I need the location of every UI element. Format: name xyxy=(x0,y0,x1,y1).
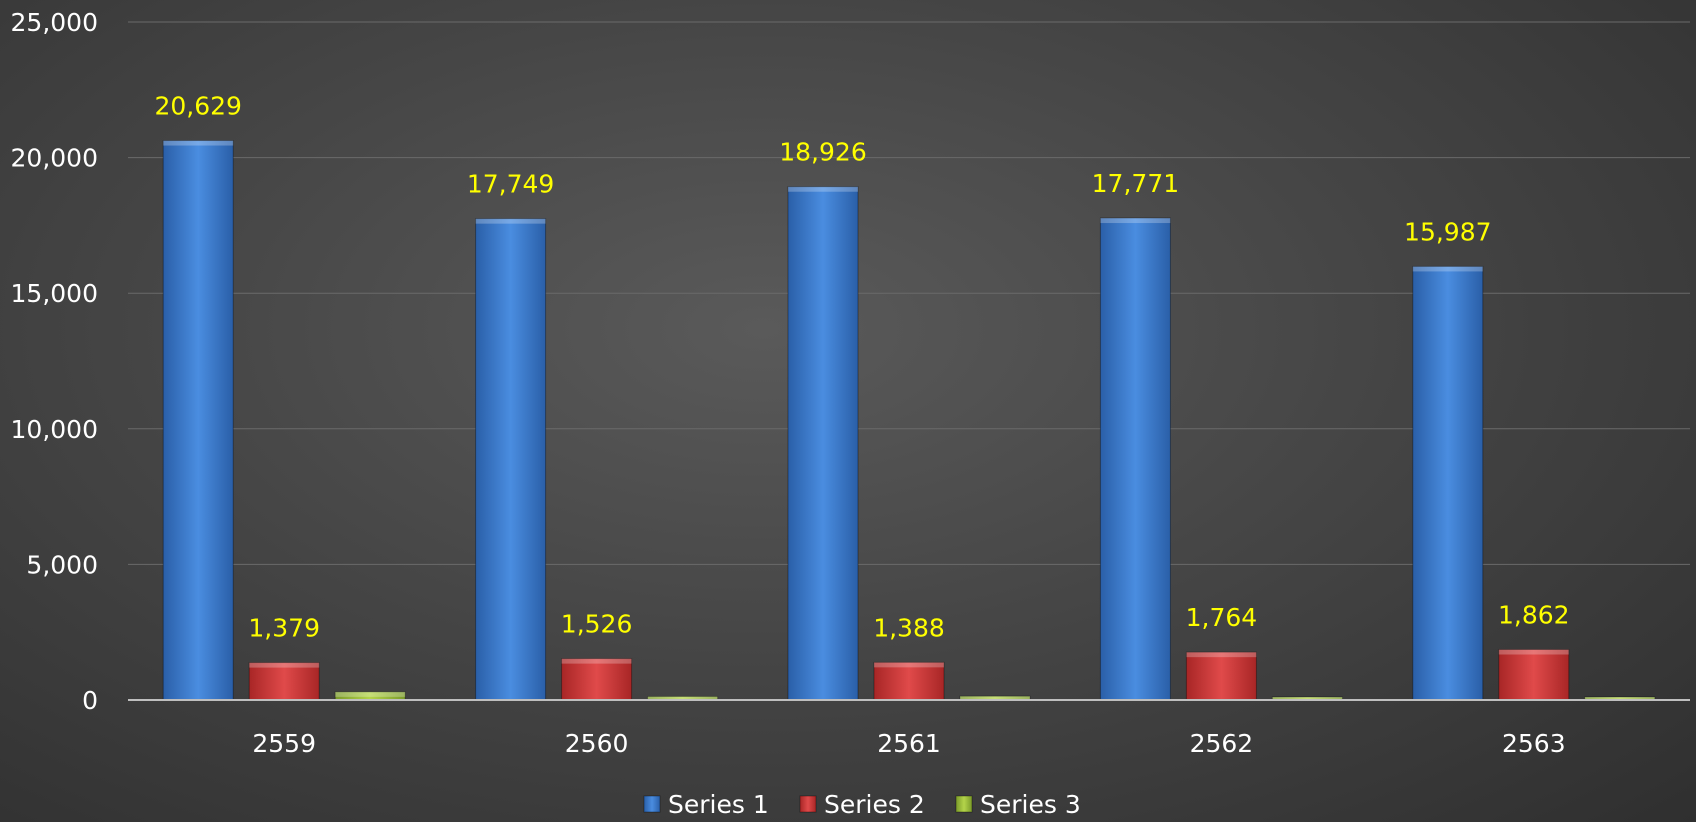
data-label: 1,379 xyxy=(248,614,320,643)
legend-label: Series 1 xyxy=(668,790,769,819)
bar-series-2 xyxy=(248,662,320,701)
legend-swatch xyxy=(955,795,973,813)
y-tick-label: 15,000 xyxy=(11,279,98,308)
bar-top-bevel xyxy=(874,662,944,668)
data-labels: 20,629 1,379 17,749 1,526 18,926 1,388 17,771 1… xyxy=(154,92,1569,643)
y-tick-label: 25,000 xyxy=(11,8,98,37)
y-tick-label: 5,000 xyxy=(26,550,98,579)
x-tick-label: 2561 xyxy=(877,729,941,758)
bar-series-1 xyxy=(1099,217,1171,701)
y-tick-label: 10,000 xyxy=(11,415,98,444)
bar-top-bevel xyxy=(1584,697,1655,700)
data-label: 20,629 xyxy=(154,92,241,121)
bar-top-bevel xyxy=(1186,652,1257,658)
bar-top-bevel xyxy=(249,662,320,668)
x-tick-label: 2563 xyxy=(1502,729,1566,758)
bar-top-bevel xyxy=(960,696,1030,700)
bar-series-1 xyxy=(475,218,547,701)
legend-swatch xyxy=(643,795,661,813)
bar-series-1 xyxy=(787,186,859,701)
x-axis-tick-labels: 2559 2560 2561 2562 2563 xyxy=(252,729,1565,758)
y-tick-label: 20,000 xyxy=(11,144,98,173)
bar-top-bevel xyxy=(163,140,234,146)
bar-series-2 xyxy=(561,658,633,701)
x-tick-label: 2559 xyxy=(252,729,316,758)
bar-series-2 xyxy=(873,661,945,701)
bar-series-1 xyxy=(162,140,234,701)
data-label: 1,526 xyxy=(561,610,633,639)
bar-top-bevel xyxy=(647,696,718,700)
data-label: 1,764 xyxy=(1186,603,1258,632)
data-label: 17,771 xyxy=(1092,169,1179,198)
bar-top-bevel xyxy=(475,218,546,224)
bar-top-bevel xyxy=(1272,697,1343,700)
bar-top-bevel xyxy=(1100,218,1171,224)
y-tick-label: 0 xyxy=(82,686,98,715)
legend: Series 1 Series 2 Series 3 xyxy=(643,790,1081,819)
y-axis-tick-labels: 0 5,000 10,000 15,000 20,000 25,000 xyxy=(11,8,98,715)
bar-series-2 xyxy=(1185,651,1257,701)
bar-top-bevel xyxy=(1412,266,1483,272)
bar-top-bevel xyxy=(335,691,406,697)
x-tick-label: 2562 xyxy=(1190,729,1254,758)
legend-label: Series 2 xyxy=(824,790,925,819)
legend-swatch xyxy=(799,795,817,813)
bars xyxy=(162,140,1656,701)
bar-top-bevel xyxy=(561,658,632,664)
bar-series-1 xyxy=(1412,265,1484,701)
legend-label: Series 3 xyxy=(980,790,1081,819)
bar-top-bevel xyxy=(1498,649,1569,655)
data-label: 18,926 xyxy=(779,138,866,167)
data-label: 1,862 xyxy=(1498,601,1570,630)
bar-top-bevel xyxy=(788,186,858,192)
data-label: 15,987 xyxy=(1404,217,1491,246)
x-tick-label: 2560 xyxy=(565,729,629,758)
data-label: 1,388 xyxy=(873,613,945,642)
bar-series-2 xyxy=(1498,649,1570,701)
data-label: 17,749 xyxy=(467,170,554,199)
